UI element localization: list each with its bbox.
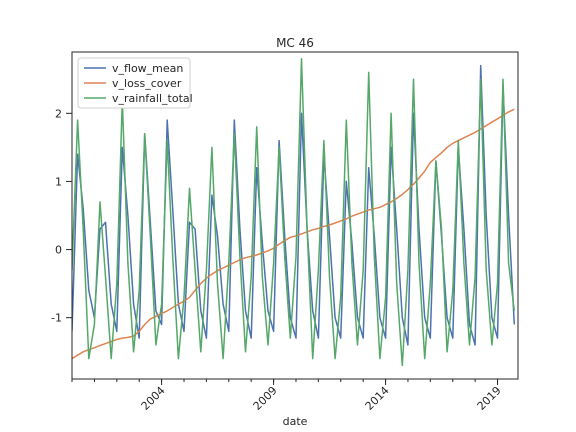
y-axis: -1 0 1 2: [51, 107, 72, 325]
legend: v_flow_mean v_loss_cover v_rainfall_total: [77, 57, 193, 109]
y-tick-label: 1: [55, 175, 62, 188]
legend-box: [77, 57, 191, 109]
y-tick-label: 2: [55, 107, 62, 120]
plot-frame: [71, 51, 519, 380]
chart-title: MC 46: [276, 36, 314, 50]
x-tick-label: 2009: [251, 384, 280, 413]
legend-entry: v_rainfall_total: [112, 92, 193, 105]
series-line-v-rainfall-total: [72, 58, 516, 367]
x-axis: 2004 2009 2014 2019: [71, 379, 504, 413]
x-tick-label: 2014: [363, 384, 392, 413]
x-tick-label: 2004: [139, 384, 168, 413]
legend-entry: v_loss_cover: [112, 77, 182, 90]
series-line-v-loss-cover: [72, 108, 515, 360]
y-tick-label: -1: [51, 312, 62, 325]
x-axis-label: date: [283, 415, 308, 428]
series-layer: [72, 58, 516, 367]
y-tick-label: 0: [55, 244, 62, 257]
x-tick-label: 2019: [475, 384, 504, 413]
legend-entry: v_flow_mean: [112, 62, 183, 75]
